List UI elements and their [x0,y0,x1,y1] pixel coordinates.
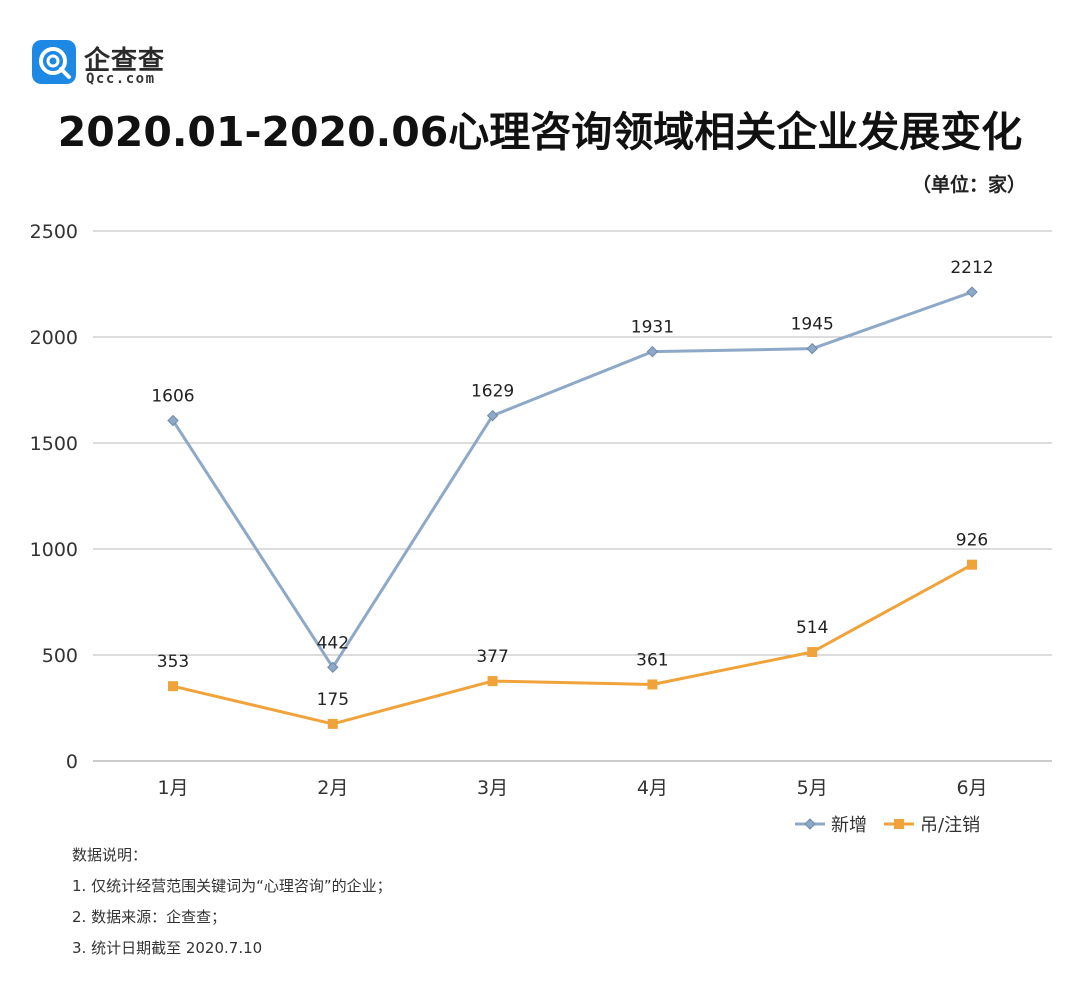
legend-marker-cancelled [894,819,904,829]
note-item-3: 3. 统计日期截至 2020.7.10 [72,939,263,957]
data-point-new [806,342,818,355]
data-label-new: 442 [317,633,349,653]
data-point-cancelled [967,559,977,570]
y-tick-label: 1000 [30,539,78,561]
unit-label: （单位：家） [911,174,1026,196]
data-notes: 数据说明： 1. 仅统计经营范围关键词为“心理咨询”的企业； 2. 数据来源：企… [72,840,392,964]
data-label-new: 1606 [151,387,194,407]
note-item-1: 1. 仅统计经营范围关键词为“心理咨询”的企业； [72,877,392,895]
y-tick-label: 2000 [30,327,78,349]
data-label-cancelled: 514 [796,618,828,638]
data-label-cancelled: 353 [157,652,189,672]
legend-marker-new [804,818,816,830]
data-label-cancelled: 175 [317,690,349,710]
data-label-cancelled: 926 [956,531,988,551]
data-label-new: 1629 [471,382,514,402]
page-title: 2020.01-2020.06心理咨询领域相关企业发展变化 [57,108,1023,156]
x-tick-label: 6月 [956,777,987,799]
data-label-cancelled: 361 [636,650,668,670]
y-tick-label: 500 [42,645,78,667]
x-tick-label: 3月 [477,777,508,799]
legend-label: 吊/注销 [920,815,980,836]
brand-domain: Qcc.com [86,71,156,87]
series-line-cancelled [172,563,973,726]
y-tick-label: 2500 [30,221,78,243]
x-tick-label: 5月 [797,777,828,799]
note-item-2: 2. 数据来源：企查查； [72,908,227,926]
x-tick-label: 2月 [317,777,348,799]
brand-name: 企查查 [84,46,166,76]
data-label-cancelled: 377 [476,647,508,667]
y-tick-label: 1500 [30,433,78,455]
data-point-new [486,409,499,422]
data-label-new: 2212 [950,258,993,278]
brand-logo: 企查查 Qcc.com [32,40,182,90]
data-point-cancelled [327,718,338,729]
data-point-cancelled [647,679,658,690]
data-point-cancelled [807,647,818,658]
data-point-new [966,286,978,298]
qcc-logo-icon [32,40,76,84]
data-point-new [167,414,179,427]
legend-label: 新增 [831,815,867,836]
data-label-new: 1931 [631,318,674,338]
data-point-new [327,661,339,674]
data-point-cancelled [168,681,178,692]
data-point-new [646,345,659,358]
data-label-new: 1945 [791,315,834,335]
data-point-cancelled [487,676,498,687]
x-tick-label: 1月 [157,777,188,799]
notes-heading: 数据说明： [72,846,148,864]
y-tick-label: 0 [66,751,78,773]
series-line-new [171,290,973,669]
x-tick-label: 4月 [637,777,668,799]
